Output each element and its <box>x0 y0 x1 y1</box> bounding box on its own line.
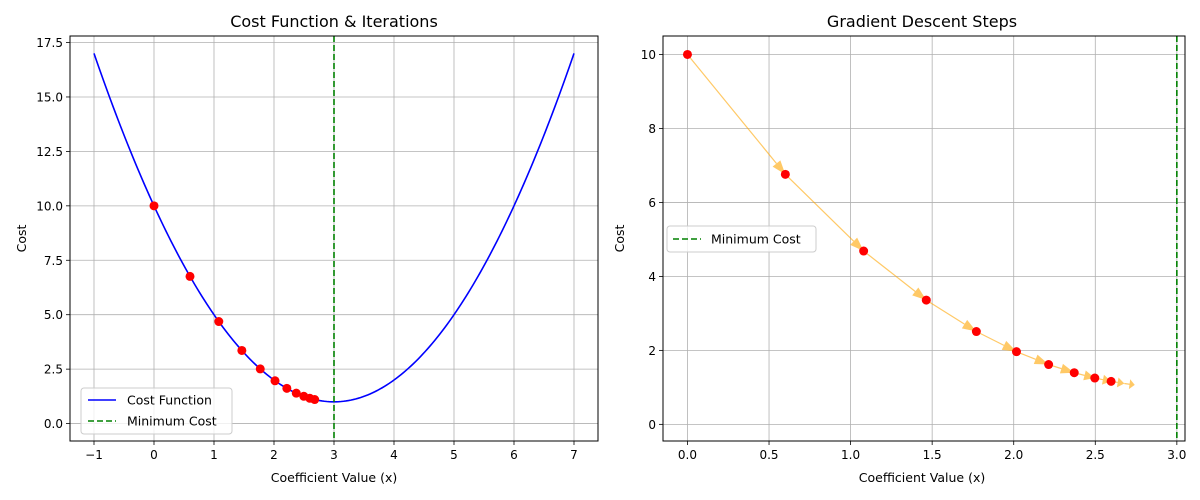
iteration-point <box>310 395 320 405</box>
x-tick-label: 0.5 <box>759 448 778 462</box>
x-tick-label: 5 <box>450 448 458 462</box>
legend-box <box>80 387 233 435</box>
x-axis-label: Coefficient Value (x) <box>271 470 397 485</box>
legend: Cost Function Minimum Cost <box>80 387 233 435</box>
iteration-point <box>971 327 981 337</box>
iteration-point <box>1106 376 1116 386</box>
gradient-step-arrow <box>1124 379 1135 390</box>
axis-ticks: 0.0 0.5 1.0 1.5 2.0 2.5 3.0 0 2 4 6 8 10 <box>641 48 1187 462</box>
y-tick-label: 7.5 <box>44 254 63 268</box>
iteration-point <box>1011 347 1021 357</box>
x-tick-label: 1 <box>210 448 218 462</box>
y-tick-label: 12.5 <box>36 145 63 159</box>
gradient-step-arrow <box>976 330 1017 352</box>
iteration-point <box>921 295 931 305</box>
legend-label-minimum-cost: Minimum Cost <box>711 232 801 247</box>
iteration-point <box>1044 360 1054 370</box>
x-tick-label: 2.0 <box>1004 448 1023 462</box>
y-axis-label: Cost <box>612 225 627 253</box>
iteration-point <box>859 246 869 256</box>
y-tick-label: 0 <box>648 418 656 432</box>
y-tick-label: 5.0 <box>44 308 63 322</box>
chart-panel-gradient-descent: 0.0 0.5 1.0 1.5 2.0 2.5 3.0 0 2 4 6 8 10 Gradient De… <box>612 12 1186 485</box>
x-tick-label: 7 <box>570 448 578 462</box>
y-tick-label: 10.0 <box>36 199 63 213</box>
y-tick-label: 8 <box>648 122 656 136</box>
y-axis-label: Cost <box>14 225 29 253</box>
y-tick-label: 6 <box>648 196 656 210</box>
x-tick-label: 4 <box>390 448 398 462</box>
gradient-step-arrow <box>784 173 864 252</box>
iteration-point <box>214 317 224 327</box>
legend-label-cost-function: Cost Function <box>127 393 212 408</box>
x-tick-label: 1.5 <box>923 448 942 462</box>
gradient-step-arrow <box>863 250 927 301</box>
chart-title: Cost Function & Iterations <box>230 12 438 31</box>
legend-label-minimum-cost: Minimum Cost <box>127 414 217 429</box>
iteration-point <box>682 49 692 59</box>
iteration-point <box>291 388 301 398</box>
x-tick-label: 3 <box>330 448 338 462</box>
x-tick-label: 6 <box>510 448 518 462</box>
data-marks <box>93 36 575 441</box>
iteration-point <box>270 376 280 386</box>
gradient-step-arrow <box>687 54 786 175</box>
x-tick-label: 3.0 <box>1167 448 1186 462</box>
x-axis-label: Coefficient Value (x) <box>859 470 985 485</box>
y-tick-label: 15.0 <box>36 90 63 104</box>
axis-ticks: −1 0 1 2 3 4 5 6 7 0.0 2.5 5.0 7.5 10.0 12.5 15.0 17.5 <box>36 36 578 462</box>
legend: Minimum Cost <box>666 225 817 253</box>
y-tick-label: 2 <box>648 344 656 358</box>
y-tick-label: 17.5 <box>36 36 63 50</box>
legend-box <box>666 225 817 253</box>
gradient-step-arrow <box>925 299 977 332</box>
x-tick-label: −1 <box>85 448 103 462</box>
y-tick-label: 4 <box>648 270 656 284</box>
y-tick-label: 2.5 <box>44 363 63 377</box>
iteration-point <box>237 345 247 355</box>
iteration-point <box>1090 373 1100 383</box>
x-tick-label: 2 <box>270 448 278 462</box>
iteration-point <box>780 169 790 179</box>
iteration-point <box>282 383 292 393</box>
y-tick-label: 10 <box>641 48 656 62</box>
x-tick-label: 0.0 <box>678 448 697 462</box>
x-tick-label: 1.0 <box>841 448 860 462</box>
y-tick-label: 0.0 <box>44 417 63 431</box>
chart-title: Gradient Descent Steps <box>827 12 1017 31</box>
iteration-point <box>255 364 265 374</box>
x-tick-label: 0 <box>150 448 158 462</box>
chart-panel-cost-function: −1 0 1 2 3 4 5 6 7 0.0 2.5 5.0 7.5 10.0 12.5 15.0 17.5 C… <box>14 12 599 485</box>
iteration-point <box>185 271 195 281</box>
iteration-point <box>1069 368 1079 378</box>
plot-frame <box>662 35 1186 442</box>
x-tick-label: 2.5 <box>1086 448 1105 462</box>
grid-lines <box>663 36 1185 441</box>
iteration-point <box>149 201 159 211</box>
data-marks <box>682 36 1178 441</box>
